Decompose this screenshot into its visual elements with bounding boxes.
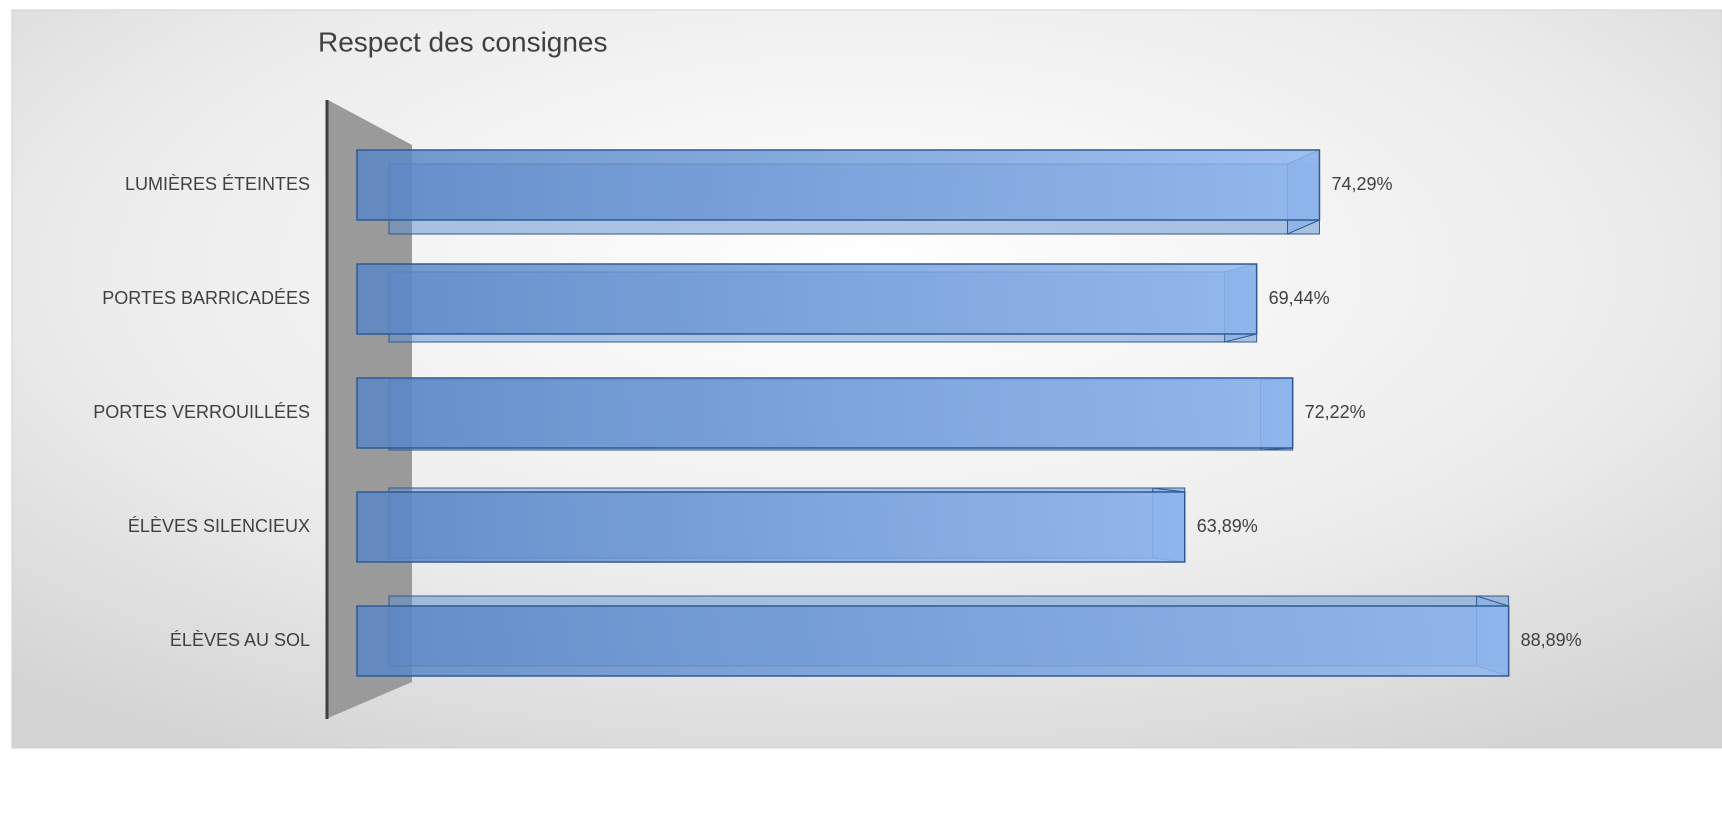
value-label: 74,29% <box>1331 174 1392 194</box>
bar <box>356 149 1321 235</box>
value-label: 88,89% <box>1521 630 1582 650</box>
bar <box>356 487 1186 563</box>
bar <box>356 263 1258 343</box>
y-tick-label: ÉLÈVES AU SOL <box>170 630 310 650</box>
bar <box>356 377 1294 451</box>
y-tick-label: PORTES VERROUILLÉES <box>93 402 310 422</box>
y-tick-label: ÉLÈVES SILENCIEUX <box>128 516 310 536</box>
bar-front <box>356 377 1294 449</box>
bar-front <box>356 263 1258 335</box>
value-label: 69,44% <box>1269 288 1330 308</box>
y-tick-label: LUMIÈRES ÉTEINTES <box>125 174 310 194</box>
value-label: 63,89% <box>1197 516 1258 536</box>
bar-front <box>356 605 1510 677</box>
y-tick-label: PORTES BARRICADÉES <box>102 288 310 308</box>
chart-title: Respect des consignes <box>318 26 608 57</box>
value-label: 72,22% <box>1305 402 1366 422</box>
bar <box>356 595 1510 677</box>
bar-front <box>356 149 1321 221</box>
bar-front <box>356 491 1186 563</box>
